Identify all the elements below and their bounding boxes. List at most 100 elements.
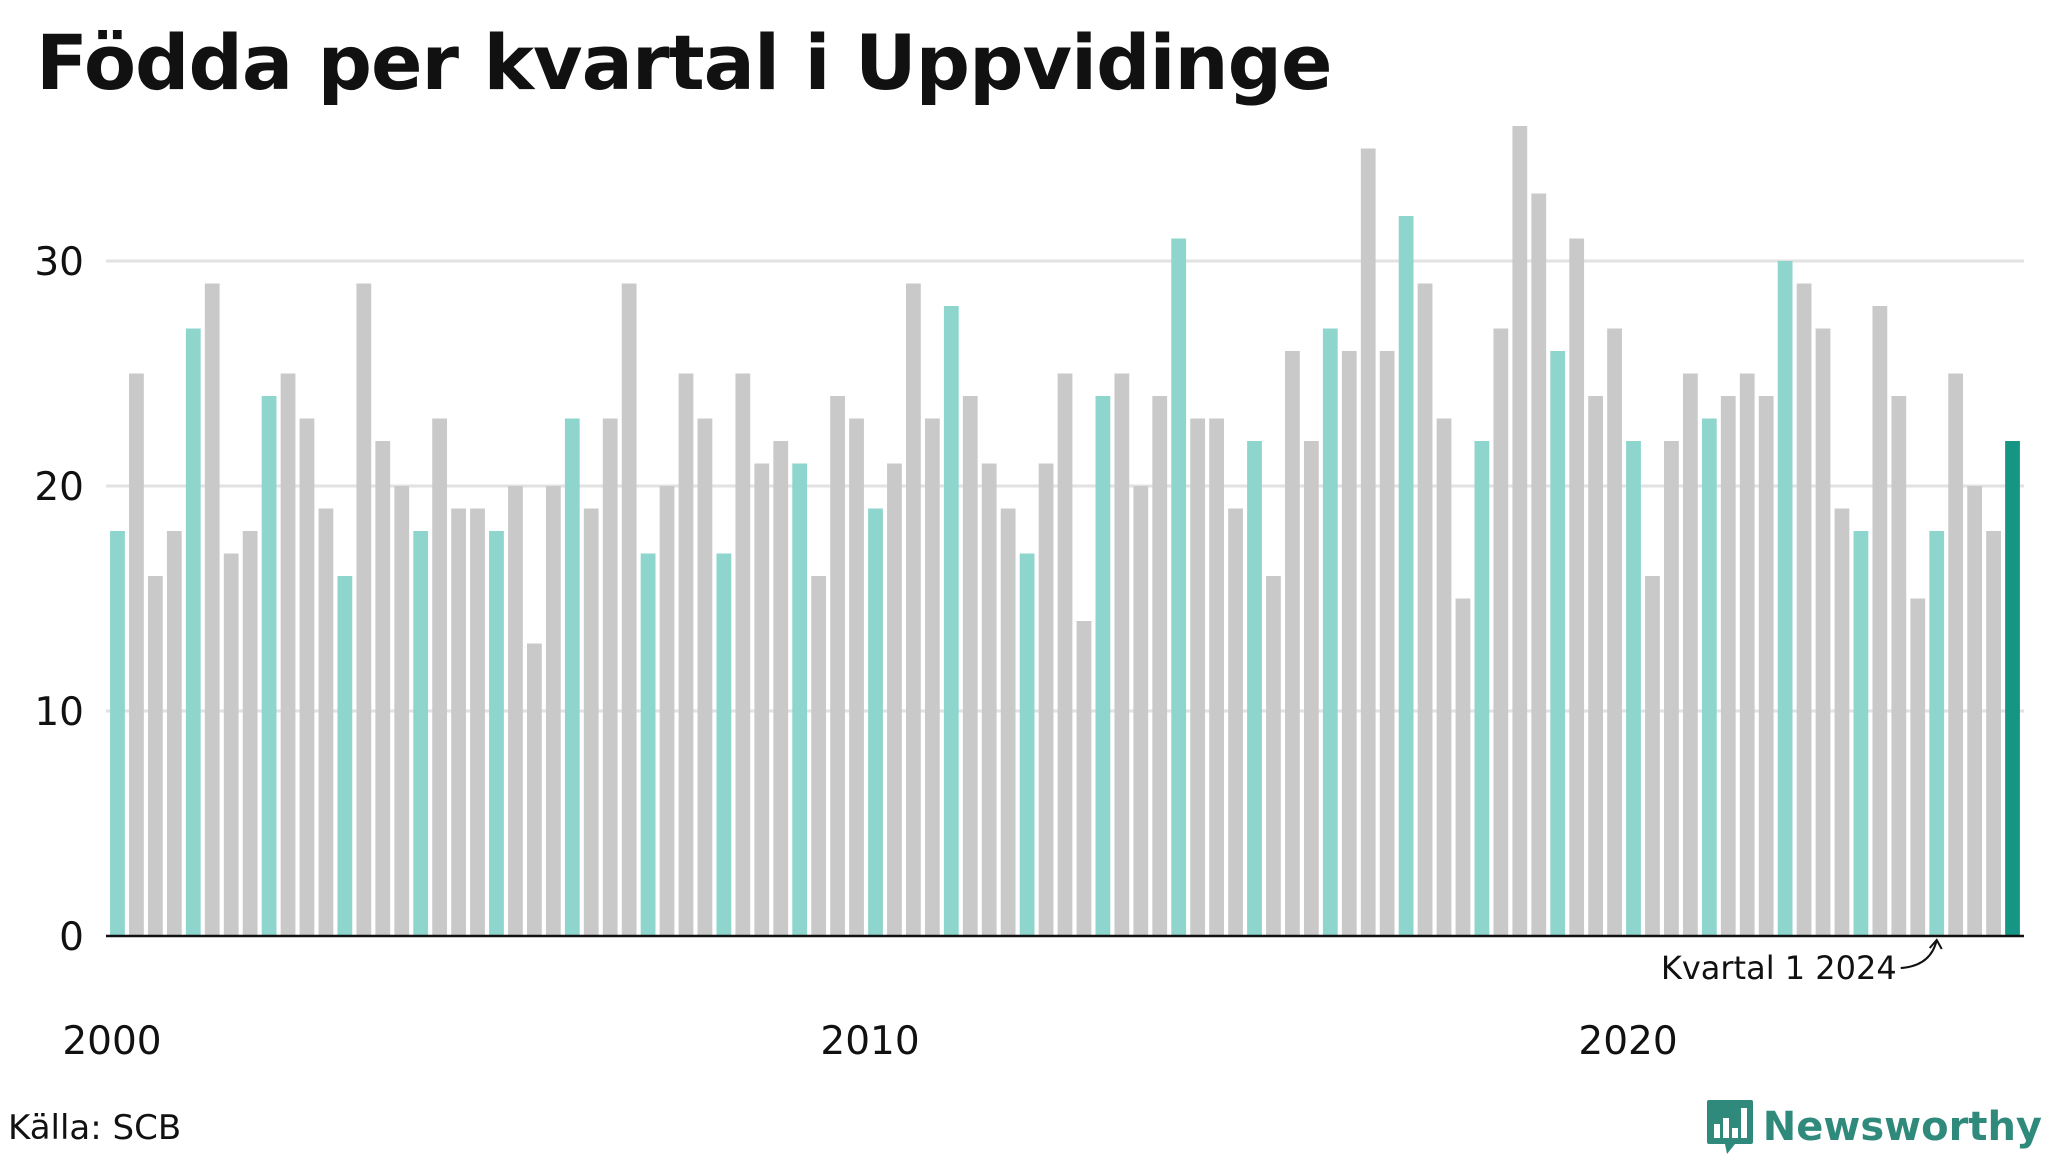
bar: 2004 Q4: 19 (470, 508, 485, 936)
bar: 2014 Q4: 19 (1228, 508, 1243, 936)
x-tick-label: 2020 (1578, 1019, 1677, 1064)
bar: 2003 Q3: 22 (375, 441, 391, 936)
bar: 2008 Q1: 17 (716, 553, 732, 936)
bar: 2012 Q3: 25 (1057, 373, 1073, 936)
bar: 2014 Q2: 23 (1190, 418, 1206, 936)
bar: 2018 Q2: 27 (1493, 328, 1509, 936)
bar: 2021 Q1: 23 (1701, 418, 1717, 936)
bar: 2013 Q1: 24 (1095, 396, 1111, 936)
bar: 2008 Q3: 21 (754, 463, 770, 936)
bar: 2002 Q1: 24 (261, 396, 277, 936)
bar: 2019 Q2: 31 (1569, 238, 1585, 936)
bar: 2016 Q2: 26 (1341, 351, 1357, 936)
bar: 2012 Q1: 17 (1019, 553, 1035, 936)
brand-logo: Newsworthy (1705, 1098, 2042, 1156)
x-axis-labels: 2000 2010 2020 (62, 1019, 1677, 1064)
bar: 2017 Q2: 29 (1417, 283, 1433, 936)
bar: 2000 Q3: 16 (147, 576, 163, 936)
bar: 2019 Q4: 27 (1607, 328, 1622, 936)
annotation-label: Kvartal 1 2024 (1661, 949, 1897, 987)
bar: 2015 Q1: 22 (1247, 441, 1262, 936)
bar: 2023 Q4: 15 (1910, 598, 1926, 936)
bar: 2005 Q4: 20 (545, 486, 561, 936)
bar: 2010 Q4: 23 (924, 418, 940, 936)
bar: 2000 Q4: 18 (166, 531, 182, 936)
bar: 2005 Q3: 13 (527, 643, 542, 936)
bar: 2000 Q2: 25 (129, 373, 144, 936)
bar: 2011 Q3: 21 (981, 463, 997, 936)
bar: 2015 Q4: 22 (1303, 441, 1319, 936)
bar: 2003 Q2: 29 (356, 283, 372, 936)
bar: 2006 Q2: 19 (583, 508, 599, 936)
annotation-arrow-icon (1900, 938, 1943, 969)
bar: 2016 Q1: 27 (1322, 328, 1338, 936)
bar: 2010 Q1: 19 (868, 508, 883, 936)
bar: 2000 Q1: 18 (110, 531, 125, 936)
bar: 2007 Q3: 25 (678, 373, 694, 936)
bar: 2015 Q3: 26 (1285, 351, 1300, 936)
bar: 2019 Q1: 26 (1550, 351, 1566, 936)
bar: 2011 Q2: 24 (962, 396, 978, 936)
bar: 2007 Q1: 17 (640, 553, 656, 936)
bar: 2008 Q4: 22 (773, 441, 789, 936)
bar: 2022 Q2: 29 (1796, 283, 1812, 936)
bar: 2006 Q3: 23 (602, 418, 618, 936)
bar: 2013 Q4: 24 (1152, 396, 1168, 936)
bar: 2020 Q3: 22 (1664, 441, 1679, 936)
bar: 2011 Q4: 19 (1000, 508, 1016, 936)
bar: 2009 Q2: 16 (811, 576, 827, 936)
bar: 2022 Q1: 30 (1777, 261, 1793, 936)
bar: 2001 Q3: 17 (223, 553, 239, 936)
y-axis-labels: 0 10 20 30 (34, 240, 84, 960)
bar: 2017 Q3: 23 (1436, 418, 1452, 936)
bar: 2004 Q1: 18 (413, 531, 429, 936)
bar: 2004 Q3: 19 (451, 508, 466, 936)
bars: 2000 Q1: 18 2000 Q2: 252000 Q3: 162000 Q4… (110, 126, 2020, 936)
bar: 2012 Q4: 14 (1076, 621, 1092, 936)
x-tick-label: 2010 (820, 1019, 919, 1064)
bar: 2009 Q1: 21 (792, 463, 808, 936)
bar: 2021 Q3: 25 (1739, 373, 1755, 936)
bar: 2014 Q3: 23 (1209, 418, 1224, 936)
chart-title: Födda per kvartal i Uppvidinge (36, 18, 1333, 107)
bar: 2011 Q1: 28 (943, 306, 959, 936)
bar: 2002 Q4: 19 (318, 508, 334, 936)
bar: 2009 Q4: 23 (849, 418, 864, 936)
bar-chart-bubble-icon (1706, 1100, 1753, 1154)
bar: 2007 Q4: 23 (697, 418, 713, 936)
bar: 2024 Q1: 18 (1929, 531, 1945, 936)
bar: 2024 Q2: 25 (1948, 373, 1964, 936)
bar: 2022 Q3: 27 (1815, 328, 1831, 936)
bar: 2001 Q1: 27 (185, 328, 201, 936)
brand-name: Newsworthy (1762, 1104, 2042, 1150)
y-tick-label: 10 (34, 690, 84, 735)
bar: 2001 Q2: 29 (204, 283, 220, 936)
bar: 2017 Q4: 15 (1455, 598, 1471, 936)
bar: 2025 Q1: 22 (2005, 441, 2020, 936)
bar: 2018 Q1: 22 (1474, 441, 1490, 936)
bar: 2006 Q4: 29 (621, 283, 637, 936)
bar: 2020 Q1: 22 (1626, 441, 1641, 936)
bar: 2006 Q1: 23 (564, 418, 580, 936)
bar: 2020 Q4: 25 (1682, 373, 1698, 936)
bar: 2010 Q2: 21 (887, 463, 902, 936)
bar: 2014 Q1: 31 (1171, 238, 1187, 936)
bar: 2013 Q3: 20 (1133, 486, 1149, 936)
bar: 2023 Q1: 18 (1853, 531, 1869, 936)
bar: 2009 Q3: 24 (830, 396, 845, 936)
bar: 2020 Q2: 16 (1645, 576, 1660, 936)
annotation: Kvartal 1 2024 (1661, 938, 1943, 987)
bar: 2015 Q2: 16 (1266, 576, 1281, 936)
bar: 2008 Q2: 25 (735, 373, 751, 936)
bar: 2024 Q4: 18 (1986, 531, 2001, 936)
bar: 2018 Q4: 33 (1531, 193, 1547, 936)
bar: 2021 Q2: 24 (1720, 396, 1736, 936)
x-tick-label: 2000 (62, 1019, 161, 1064)
bar: 2010 Q3: 29 (906, 283, 921, 936)
bar: 2003 Q4: 20 (394, 486, 410, 936)
y-tick-label: 0 (59, 915, 84, 960)
source-note: Källa: SCB (8, 1108, 182, 1148)
bar: 2023 Q2: 28 (1872, 306, 1888, 936)
bar: 2023 Q3: 24 (1891, 396, 1907, 936)
